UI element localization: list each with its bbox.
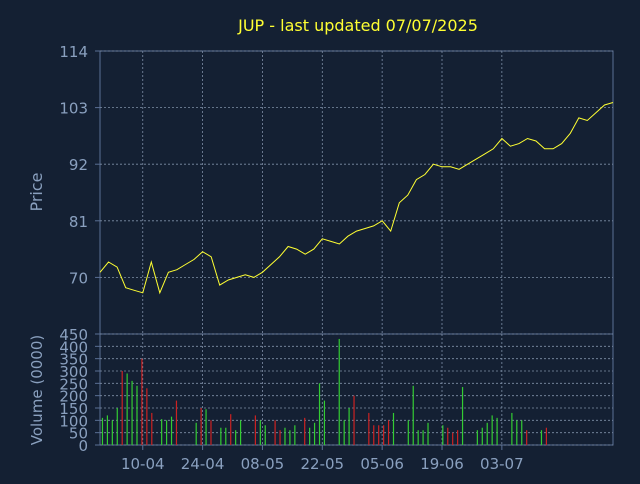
volume-tick-label: 350 (59, 351, 88, 369)
x-tick-label: 08-05 (241, 455, 285, 473)
x-tick-label: 22-05 (301, 455, 345, 473)
x-tick-label: 10-04 (121, 455, 165, 473)
price-tick-label: 103 (59, 100, 88, 118)
volume-tick-label: 0 (78, 437, 88, 455)
volume-tick-label: 250 (59, 375, 88, 393)
volume-tick-label: 300 (59, 363, 88, 381)
volume-tick-label: 150 (59, 400, 88, 418)
price-plot-frame (99, 50, 614, 335)
price-axis-label: Price (27, 172, 46, 211)
chart-title: JUP - last updated 07/07/2025 (237, 16, 478, 35)
volume-tick-label: 50 (69, 425, 88, 443)
x-tick-label: 24-04 (181, 455, 225, 473)
price-tick-label: 114 (59, 43, 88, 61)
price-series-line (99, 102, 614, 295)
price-tick-label: 81 (69, 213, 88, 231)
volume-tick-label: 200 (59, 388, 88, 406)
price-tick-label: 70 (69, 269, 88, 287)
price-tick-label: 92 (69, 156, 88, 174)
volume-tick-label: 450 (59, 326, 88, 344)
price-panel: 70 81 92 103 114 (59, 43, 614, 335)
volume-tick-label: 400 (59, 338, 88, 356)
volume-axis-label: Volume (0000) (28, 335, 46, 445)
x-tick-label: 19-06 (420, 455, 464, 473)
x-tick-label: 05-06 (360, 455, 404, 473)
volume-tick-label: 100 (59, 412, 88, 430)
x-tick-label: 03-07 (480, 455, 524, 473)
